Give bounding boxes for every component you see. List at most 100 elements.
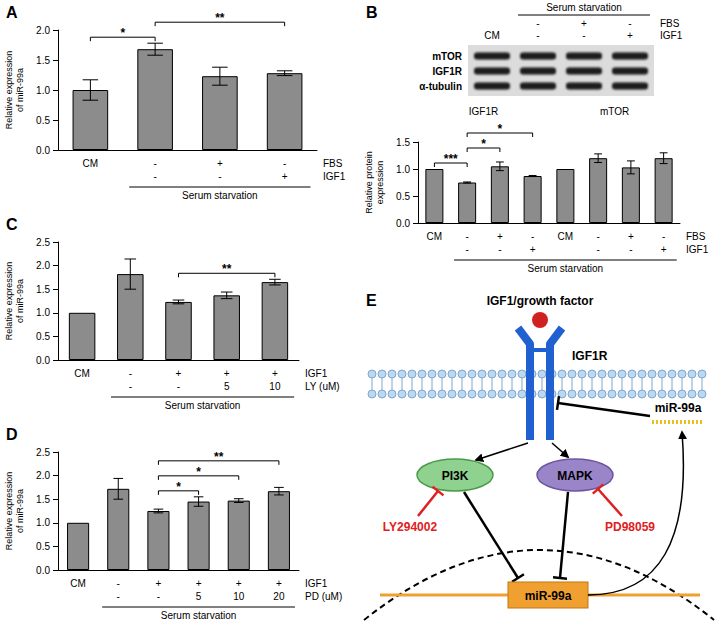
svg-text:2.5: 2.5 <box>36 447 50 458</box>
svg-text:*: * <box>498 122 503 136</box>
svg-text:mTOR: mTOR <box>600 106 629 117</box>
svg-text:*: * <box>481 137 486 151</box>
svg-text:0.0: 0.0 <box>36 565 50 576</box>
svg-text:FBS: FBS <box>686 231 706 242</box>
svg-text:-: - <box>157 591 160 602</box>
svg-text:+: + <box>176 368 182 379</box>
svg-text:Relative protein: Relative protein <box>364 151 374 214</box>
svg-text:-: - <box>629 244 632 255</box>
svg-text:-: - <box>536 18 539 29</box>
svg-text:+: + <box>627 30 633 41</box>
svg-text:Serum starvation: Serum starvation <box>182 190 258 201</box>
svg-text:IGF1R: IGF1R <box>433 66 463 77</box>
svg-text:-: - <box>596 244 599 255</box>
svg-text:FBS: FBS <box>323 158 343 169</box>
svg-text:of miR-99a: of miR-99a <box>15 68 25 112</box>
svg-text:-: - <box>628 18 631 29</box>
svg-text:CM: CM <box>484 30 500 41</box>
svg-text:PI3K: PI3K <box>442 469 469 483</box>
svg-text:2.0: 2.0 <box>36 470 50 481</box>
svg-text:2.0: 2.0 <box>36 25 50 36</box>
svg-text:+: + <box>236 578 242 589</box>
svg-text:2.5: 2.5 <box>36 237 50 248</box>
svg-text:mTOR: mTOR <box>432 51 463 62</box>
svg-text:C: C <box>6 216 18 233</box>
svg-text:+: + <box>276 578 282 589</box>
svg-text:IGF1: IGF1 <box>660 30 683 41</box>
svg-text:**: ** <box>214 450 224 464</box>
svg-text:10: 10 <box>269 381 281 392</box>
svg-text:*: * <box>176 480 181 494</box>
svg-text:LY294002: LY294002 <box>383 520 438 534</box>
svg-text:CM: CM <box>74 368 90 379</box>
svg-text:CM: CM <box>70 578 86 589</box>
svg-text:**: ** <box>222 262 232 276</box>
svg-text:CM: CM <box>427 231 443 242</box>
svg-text:***: *** <box>444 152 458 166</box>
svg-text:Serum starvation: Serum starvation <box>161 610 237 621</box>
svg-text:B: B <box>366 4 378 21</box>
svg-text:1.0: 1.0 <box>396 164 410 175</box>
svg-text:+: + <box>628 231 634 242</box>
svg-text:-: - <box>117 578 120 589</box>
svg-text:IGF1: IGF1 <box>686 244 709 255</box>
svg-text:expression: expression <box>375 161 385 205</box>
svg-text:0.5: 0.5 <box>36 541 50 552</box>
svg-text:+: + <box>272 368 278 379</box>
svg-text:2.0: 2.0 <box>36 260 50 271</box>
svg-text:-: - <box>117 591 120 602</box>
svg-text:Serum starvation: Serum starvation <box>528 263 604 274</box>
svg-text:PD (uM): PD (uM) <box>305 591 342 602</box>
svg-text:+: + <box>217 158 223 169</box>
svg-text:-: - <box>153 158 156 169</box>
svg-text:IGF1R: IGF1R <box>469 106 498 117</box>
svg-text:-: - <box>536 30 539 41</box>
svg-text:D: D <box>6 426 18 443</box>
svg-text:miR-99a: miR-99a <box>525 589 572 603</box>
svg-text:10: 10 <box>233 591 245 602</box>
svg-text:*: * <box>120 26 125 40</box>
svg-text:α-tubulin: α-tubulin <box>419 81 462 92</box>
svg-text:Serum starvation: Serum starvation <box>165 400 241 411</box>
svg-text:0.0: 0.0 <box>36 355 50 366</box>
svg-text:1.5: 1.5 <box>36 494 50 505</box>
svg-text:-: - <box>465 244 468 255</box>
svg-text:miR-99a: miR-99a <box>655 401 702 415</box>
svg-text:-: - <box>498 244 501 255</box>
svg-text:-: - <box>218 171 221 182</box>
svg-text:+: + <box>155 578 161 589</box>
svg-text:+: + <box>196 578 202 589</box>
svg-text:-: - <box>153 171 156 182</box>
svg-text:*: * <box>196 465 201 479</box>
svg-text:CM: CM <box>558 231 574 242</box>
svg-text:IGF1: IGF1 <box>305 578 328 589</box>
svg-text:Relative expression: Relative expression <box>4 51 14 130</box>
svg-text:20: 20 <box>273 591 285 602</box>
svg-text:+: + <box>224 368 230 379</box>
svg-text:1.5: 1.5 <box>36 284 50 295</box>
svg-text:+: + <box>530 244 536 255</box>
svg-text:-: - <box>531 231 534 242</box>
svg-text:Serum starvation: Serum starvation <box>546 2 622 13</box>
svg-text:-: - <box>283 158 286 169</box>
svg-text:PD98059: PD98059 <box>605 520 655 534</box>
svg-text:LY (uM): LY (uM) <box>305 381 340 392</box>
svg-text:FBS: FBS <box>660 18 680 29</box>
svg-text:5: 5 <box>196 591 202 602</box>
svg-text:-: - <box>129 368 132 379</box>
svg-text:5: 5 <box>224 381 230 392</box>
svg-text:-: - <box>177 381 180 392</box>
svg-text:1.5: 1.5 <box>36 55 50 66</box>
svg-text:+: + <box>282 171 288 182</box>
svg-text:1.0: 1.0 <box>36 517 50 528</box>
svg-text:IGF1: IGF1 <box>305 368 328 379</box>
svg-text:0.5: 0.5 <box>36 115 50 126</box>
svg-text:Relative expression: Relative expression <box>4 472 14 551</box>
svg-text:IGF1R: IGF1R <box>572 349 608 363</box>
svg-text:0.5: 0.5 <box>36 331 50 342</box>
svg-text:A: A <box>6 4 18 21</box>
svg-text:E: E <box>366 292 377 309</box>
svg-text:+: + <box>497 231 503 242</box>
svg-text:0.0: 0.0 <box>36 145 50 156</box>
svg-text:-: - <box>582 30 585 41</box>
